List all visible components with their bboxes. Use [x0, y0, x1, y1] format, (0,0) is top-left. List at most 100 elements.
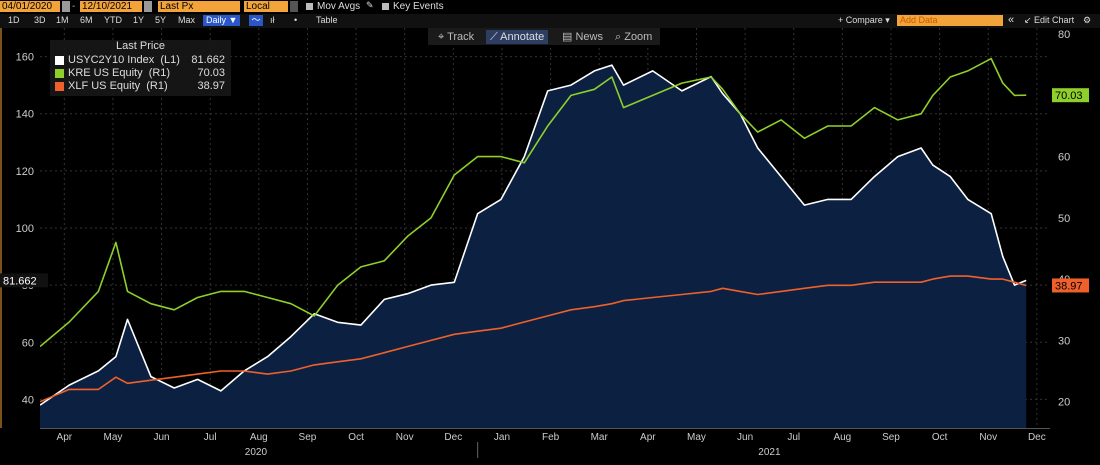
kre-last-value-tag: 70.03 [1055, 90, 1083, 102]
legend-value: 70.03 [197, 67, 225, 79]
legend-name: USYC2Y10 Index (L1) [68, 54, 180, 66]
gear-icon[interactable]: ⚙ [1083, 15, 1092, 25]
x-tick-label: Jun [154, 432, 170, 443]
kre-us-equity-line[interactable] [40, 57, 1027, 348]
line-chart-icon[interactable]: 〜 [249, 15, 263, 26]
x-tick-label: Sep [299, 432, 317, 443]
legend-value: 38.97 [197, 80, 225, 92]
date-separator: - [72, 1, 76, 12]
mov-avgs-label[interactable]: Mov Avgs [317, 1, 361, 12]
frequency-label: Daily [206, 15, 227, 25]
add-data-input[interactable]: Add Data [897, 15, 1003, 26]
x-tick-label: Mar [591, 432, 609, 443]
xlf-us-equity-line[interactable] [40, 275, 1027, 403]
track-button[interactable]: ⌖ Track [438, 31, 475, 43]
area-layer [40, 65, 1027, 428]
left-tick-label: 140 [16, 109, 34, 121]
legend-value: 81.662 [191, 54, 225, 66]
calendar-icon[interactable] [144, 1, 152, 12]
right-tick-label: 50 [1058, 213, 1070, 225]
range-button-1y[interactable]: 1Y [133, 15, 145, 25]
currency-select[interactable]: Local CCY [244, 1, 288, 23]
left-axis: 406080100120140160 [16, 52, 34, 407]
range-button-3d[interactable]: 3D [34, 15, 46, 25]
x-tick-label: Feb [542, 432, 560, 443]
x-axis: Apr May Jun Jul Aug Sep Oct Nov Dec Jan Feb Mar Apr M… [40, 428, 1050, 458]
range-button-ytd[interactable]: YTD [104, 15, 122, 25]
range-button-1d[interactable]: 1D [8, 15, 20, 25]
left-tick-label: 40 [22, 394, 34, 406]
x-tick-label: Dec [444, 432, 462, 443]
legend: Last Price USYC2Y10 Index (L1) 81.662 KR… [50, 40, 231, 96]
zoom-label: Zoom [624, 31, 653, 43]
price-field-select[interactable]: Last Px [158, 1, 240, 12]
x-tick-label: Oct [348, 432, 364, 443]
left-tick-label: 120 [16, 166, 34, 178]
compare-label: + Compare [838, 15, 883, 25]
legend-name: XLF US Equity (R1) [68, 80, 168, 92]
chevron-down-icon[interactable]: • [294, 15, 298, 25]
x-tick-label: Oct [932, 432, 948, 443]
legend-swatch [55, 69, 64, 78]
usyc2y10-index-line[interactable] [40, 64, 1027, 406]
year-label: 2021 [758, 447, 781, 458]
legend-entry-kre[interactable]: KRE US Equity (R1) 70.03 [55, 67, 230, 80]
key-events-checkbox[interactable] [382, 3, 389, 10]
toolbar-top: 04/01/2020 - 12/10/2021 Last Px Local CC… [0, 0, 1100, 23]
annotate-button[interactable]: ⟋ Annotate [486, 30, 549, 44]
end-date-field[interactable]: 12/10/2021 [80, 1, 142, 12]
chevron-down-icon[interactable] [290, 1, 298, 12]
frequency-select[interactable]: Daily ▼ [203, 15, 241, 26]
x-tick-label: May [687, 432, 706, 443]
range-button-5y[interactable]: 5Y [155, 15, 167, 25]
edit-chart-button[interactable]: ↙ Edit Chart [1024, 15, 1075, 25]
pencil-icon[interactable]: ✎ [366, 0, 374, 10]
annotate-label: Annotate [500, 31, 545, 43]
mov-avgs-checkbox[interactable] [306, 3, 313, 10]
x-tick-label: May [103, 432, 122, 443]
legend-name: KRE US Equity (R1) [68, 67, 171, 79]
x-tick-label: Apr [57, 432, 73, 443]
x-tick-label: Aug [250, 432, 268, 443]
calendar-icon[interactable] [62, 1, 70, 12]
collapse-icon[interactable]: « [1008, 14, 1015, 26]
zoom-button[interactable]: ⌕ Zoom [615, 31, 653, 43]
right-tick-label: 20 [1058, 397, 1070, 409]
legend-swatch [55, 56, 64, 65]
usyc2y10-index-area [40, 65, 1027, 428]
kre-last-value-tag-bg [1052, 88, 1089, 103]
legend-entry-usyc[interactable]: USYC2Y10 Index (L1) 81.662 [55, 54, 230, 67]
table-button[interactable]: Table [316, 15, 338, 25]
left-tick-label: 60 [22, 337, 34, 349]
last-value-tags: 81.662 70.03 38.97 [0, 88, 1089, 293]
right-tick-label: 30 [1058, 335, 1070, 347]
edit-chart-label: Edit Chart [1034, 15, 1075, 25]
start-date-field[interactable]: 04/01/2020 [0, 1, 60, 12]
right-tick-label: 60 [1058, 152, 1070, 164]
left-tick-label: 160 [16, 52, 34, 64]
range-button-1m[interactable]: 1M [56, 15, 69, 25]
range-button-6m[interactable]: 6M [80, 15, 93, 25]
x-tick-label: Jan [494, 432, 510, 443]
x-tick-label: Sep [882, 432, 900, 443]
bar-chart-icon[interactable]: ıł [270, 15, 275, 25]
x-tick-label: Nov [396, 432, 414, 443]
x-tick-label: Jul [787, 432, 800, 443]
news-label: News [575, 31, 603, 43]
legend-entry-xlf[interactable]: XLF US Equity (R1) 38.97 [55, 80, 230, 93]
xlf-last-value-tag: 38.97 [1055, 280, 1083, 292]
range-button-max[interactable]: Max [178, 15, 196, 25]
price-chart[interactable]: 406080100120140160 20304050607080 AprMay… [0, 28, 1100, 465]
legend-swatch [55, 82, 64, 91]
track-label: Track [447, 31, 475, 43]
xlf-last-value-tag-bg [1052, 278, 1089, 293]
compare-button[interactable]: + Compare ▾ [838, 15, 890, 25]
key-events-label[interactable]: Key Events [393, 1, 444, 12]
legend-title: Last Price [116, 40, 165, 52]
news-button[interactable]: ▤ News [562, 31, 603, 43]
year-label: 2020 [245, 447, 268, 458]
right-tick-label: 80 [1058, 29, 1070, 41]
x-tick-label: Dec [1028, 432, 1046, 443]
x-tick-label: Jul [204, 432, 217, 443]
x-tick-label: Jun [737, 432, 753, 443]
